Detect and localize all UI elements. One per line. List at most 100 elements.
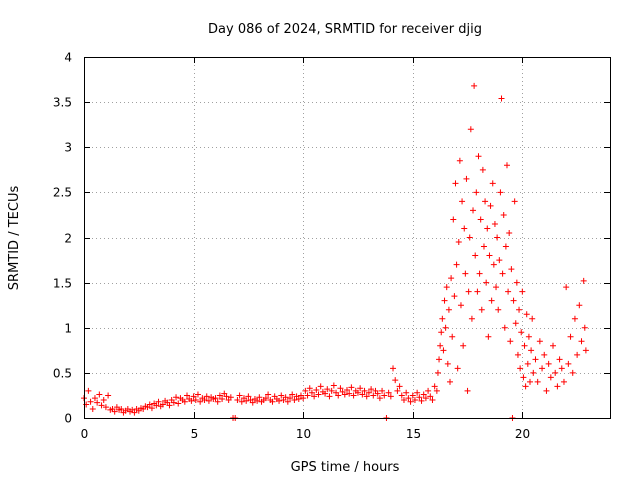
data-point (448, 275, 455, 282)
data-point (511, 198, 518, 205)
data-point (146, 401, 153, 408)
y-tick-label: 2 (64, 232, 72, 246)
data-point (416, 394, 423, 401)
data-point (159, 401, 166, 408)
data-point (498, 95, 505, 102)
data-point (523, 311, 530, 318)
data-point (153, 402, 160, 409)
data-point (300, 395, 307, 402)
data-point (94, 399, 101, 406)
data-point (287, 395, 294, 402)
data-point (443, 284, 450, 291)
data-point (565, 360, 572, 367)
data-point (558, 365, 565, 372)
data-point (306, 385, 313, 392)
data-point (131, 409, 138, 416)
data-point (155, 398, 162, 405)
grid (84, 57, 610, 418)
data-point (370, 392, 377, 399)
data-point (197, 398, 204, 405)
data-point (516, 306, 523, 313)
data-point (341, 391, 348, 398)
data-point (326, 393, 333, 400)
data-point (441, 297, 448, 304)
data-point (581, 324, 588, 331)
data-point (411, 396, 418, 403)
data-point (409, 392, 416, 399)
data-point (311, 393, 318, 400)
data-point (454, 365, 461, 372)
data-point (227, 394, 234, 401)
data-point (317, 383, 324, 390)
data-point (205, 397, 212, 404)
data-point (278, 392, 285, 399)
data-point (234, 396, 241, 403)
data-point (455, 239, 462, 246)
y-tick-label: 4 (64, 51, 72, 65)
data-point (219, 396, 226, 403)
data-point (444, 360, 451, 367)
data-point (98, 402, 105, 409)
data-point (451, 293, 458, 300)
data-point (436, 356, 443, 363)
data-point (437, 342, 444, 349)
data-point (578, 338, 585, 345)
data-point (488, 297, 495, 304)
data-point (365, 389, 372, 396)
data-point (452, 180, 459, 187)
data-point (422, 395, 429, 402)
data-point (438, 329, 445, 336)
data-point (192, 396, 199, 403)
data-point (302, 387, 309, 394)
data-point (471, 82, 478, 89)
y-tick-label: 2.5 (53, 186, 72, 200)
data-point (512, 320, 519, 327)
data-point (462, 270, 469, 277)
data-point (344, 387, 350, 394)
data-point (376, 395, 383, 402)
data-point (464, 387, 471, 394)
data-point (474, 288, 481, 295)
data-point (505, 288, 512, 295)
data-point (519, 288, 526, 295)
data-point (521, 342, 528, 349)
data-point (503, 162, 510, 169)
data-point (484, 225, 491, 232)
data-point (491, 220, 498, 227)
data-point (361, 387, 368, 394)
data-point (403, 389, 410, 396)
data-point (530, 369, 537, 376)
data-point (574, 351, 581, 358)
data-point (497, 189, 504, 196)
data-point (87, 398, 94, 405)
data-point (485, 333, 492, 340)
data-point (203, 393, 210, 400)
data-point (89, 405, 96, 412)
data-point (518, 329, 525, 336)
data-point (576, 302, 583, 309)
y-tick-label: 1 (64, 322, 72, 336)
data-point (374, 390, 381, 397)
data-point (545, 360, 552, 367)
data-point (563, 284, 570, 291)
data-point (506, 229, 513, 236)
data-point (407, 398, 414, 405)
data-point (190, 393, 197, 400)
data-point (480, 243, 487, 250)
data-point (460, 342, 467, 349)
chart-title: Day 086 of 2024, SRMTID for receiver dji… (208, 22, 482, 37)
data-point (513, 279, 520, 286)
data-point (223, 393, 230, 400)
data-point (269, 398, 276, 405)
data-point (236, 392, 243, 399)
data-point (510, 297, 517, 304)
x-tick-label: 10 (296, 427, 311, 441)
data-point (381, 392, 388, 399)
data-point (359, 391, 366, 398)
data-point (554, 383, 561, 390)
data-point (493, 284, 500, 291)
data-point (552, 369, 559, 376)
data-point (284, 398, 291, 405)
y-tick-label: 0 (64, 412, 72, 426)
